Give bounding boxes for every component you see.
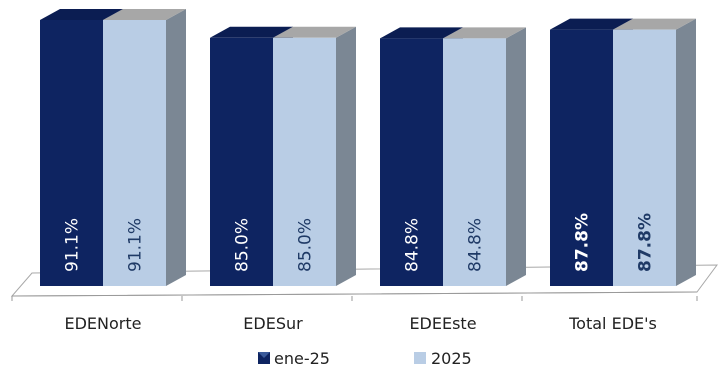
bar-2025-2 — [443, 38, 506, 286]
bar-2025-2-top — [443, 27, 526, 39]
category-label: EDESur — [243, 314, 303, 333]
bar-ene-25-0-top — [40, 9, 123, 20]
bar-2025-1-top — [273, 26, 356, 38]
legend-swatch-series-1-top — [258, 352, 270, 358]
category-label: Total EDE's — [568, 314, 657, 333]
bar-ene-25-3-top — [550, 18, 633, 30]
x-axis-line — [11, 291, 698, 297]
legend-swatch-series-2 — [414, 352, 426, 364]
bar-2025-0 — [103, 20, 166, 286]
bar-2025-2-side — [506, 27, 526, 286]
value-label: 91.1% — [63, 218, 83, 272]
bar-ene-25-0 — [40, 20, 103, 286]
legend-label-series-2: 2025 — [431, 349, 472, 368]
bars-group — [40, 9, 696, 287]
category-labels-group: EDENorte EDESur EDEEste Total EDE's — [65, 314, 657, 333]
legend: ene-25 2025 — [258, 349, 472, 368]
bar-2025-1 — [273, 37, 336, 287]
value-labels-group: 91.1% 91.1% 85.0% 85.0% 84.8% 84.8% 87.8% 87.8% — [63, 213, 656, 272]
bar-2025-0-side — [166, 9, 186, 286]
legend-label-series-1: ene-25 — [274, 349, 330, 368]
bar-2025-0-top — [103, 9, 186, 20]
value-label: 85.0% — [296, 218, 316, 272]
bar-ene-25-3 — [550, 29, 613, 287]
bar-2025-3 — [613, 29, 676, 287]
value-label: 84.8% — [403, 218, 423, 272]
value-label: 84.8% — [466, 218, 486, 272]
bar-2025-1-side — [336, 26, 356, 287]
category-label: EDEEste — [409, 314, 476, 333]
bar-2025-3-top — [613, 18, 696, 30]
value-label: 87.8% — [636, 213, 656, 272]
value-label: 85.0% — [233, 218, 253, 272]
value-label: 91.1% — [126, 218, 146, 272]
category-label: EDENorte — [65, 314, 142, 333]
bar-ene-25-1 — [210, 37, 273, 287]
bar-2025-3-side — [676, 18, 696, 287]
bar-ene-25-2 — [380, 38, 443, 286]
value-label: 87.8% — [573, 213, 593, 272]
bar-ene-25-2-top — [380, 27, 463, 39]
bar-ene-25-1-top — [210, 26, 293, 38]
